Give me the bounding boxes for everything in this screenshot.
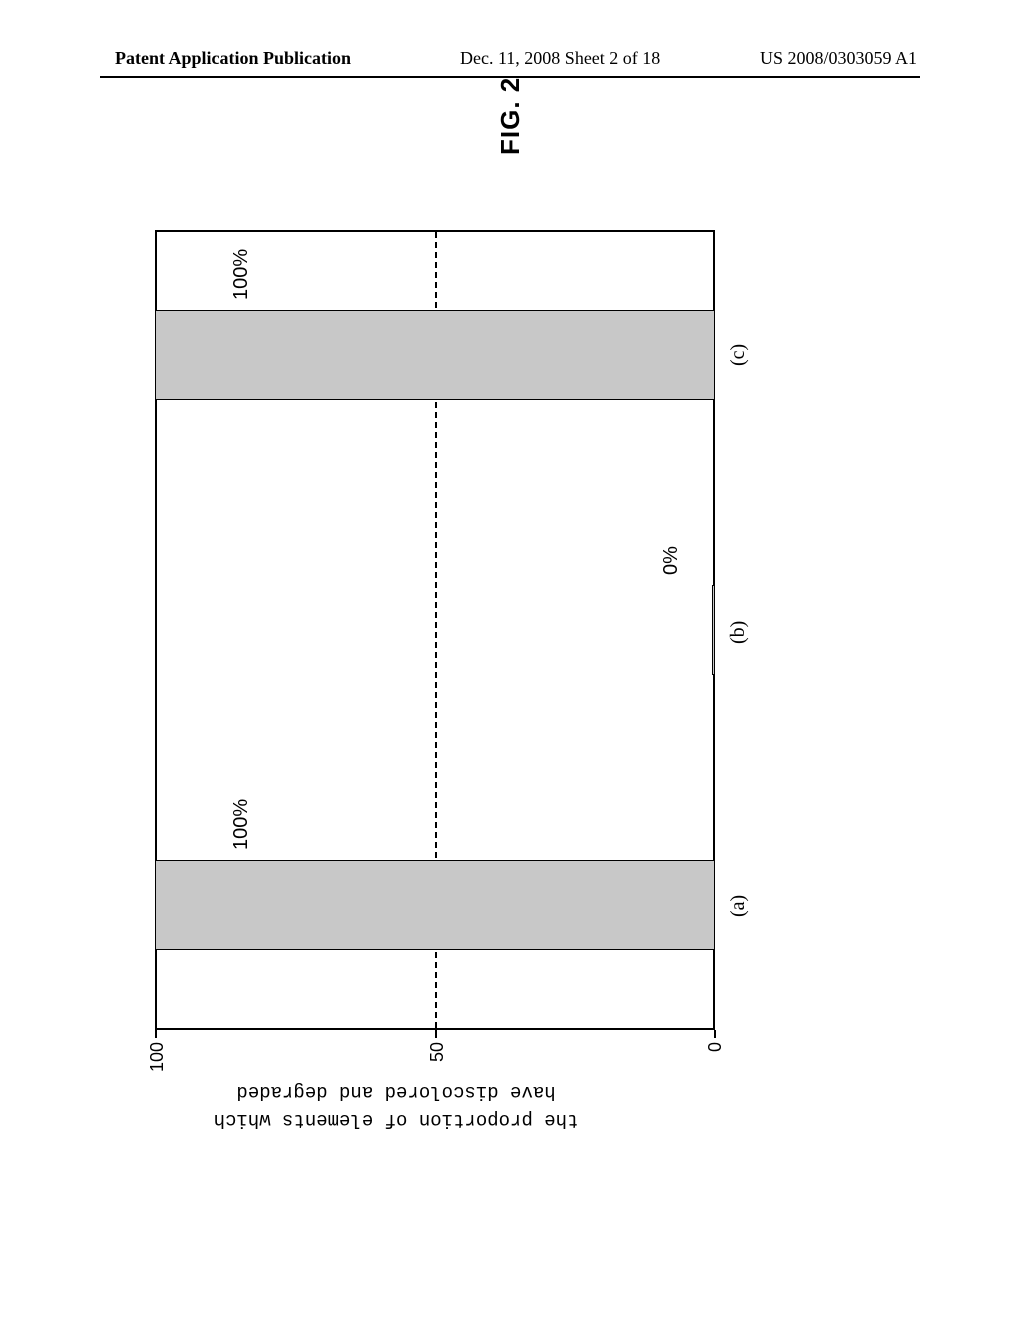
value-label-a: 100% [230, 799, 253, 850]
ytick-mark-100 [155, 1030, 157, 1038]
y-axis-title-line2: have discolored and degraded [196, 1081, 596, 1103]
ytick-100: 100 [147, 1042, 168, 1072]
page-root: Patent Application Publication Dec. 11, … [0, 0, 1024, 1320]
ytick-mark-0 [714, 1030, 716, 1038]
bar-c [155, 310, 715, 400]
value-label-b: 0% [660, 546, 683, 575]
ytick-50: 50 [427, 1042, 448, 1062]
header-right-text: US 2008/0303059 A1 [760, 48, 917, 69]
y-axis-title-line1: the proportion of elements which [196, 1109, 596, 1131]
figure-title: FIG. 2 [495, 77, 526, 155]
xtick-a: (a) [727, 895, 750, 917]
xtick-c: (c) [727, 344, 750, 366]
header-left-text: Patent Application Publication [115, 48, 351, 69]
rotated-plot-group: 100% 0% 100% 100 50 0 (a) (b) (c) the pr… [115, 190, 835, 1150]
chart-area: FIG. 2 100% 0% 100% 100 50 0 [115, 170, 875, 1170]
bar-a [155, 860, 715, 950]
xtick-b: (b) [727, 621, 750, 644]
page-header: Patent Application Publication Dec. 11, … [0, 48, 1024, 78]
bar-b [712, 585, 715, 675]
ytick-mark-50 [435, 1030, 437, 1038]
value-label-c: 100% [230, 249, 253, 300]
header-center-text: Dec. 11, 2008 Sheet 2 of 18 [460, 48, 660, 69]
ytick-0: 0 [705, 1042, 726, 1052]
